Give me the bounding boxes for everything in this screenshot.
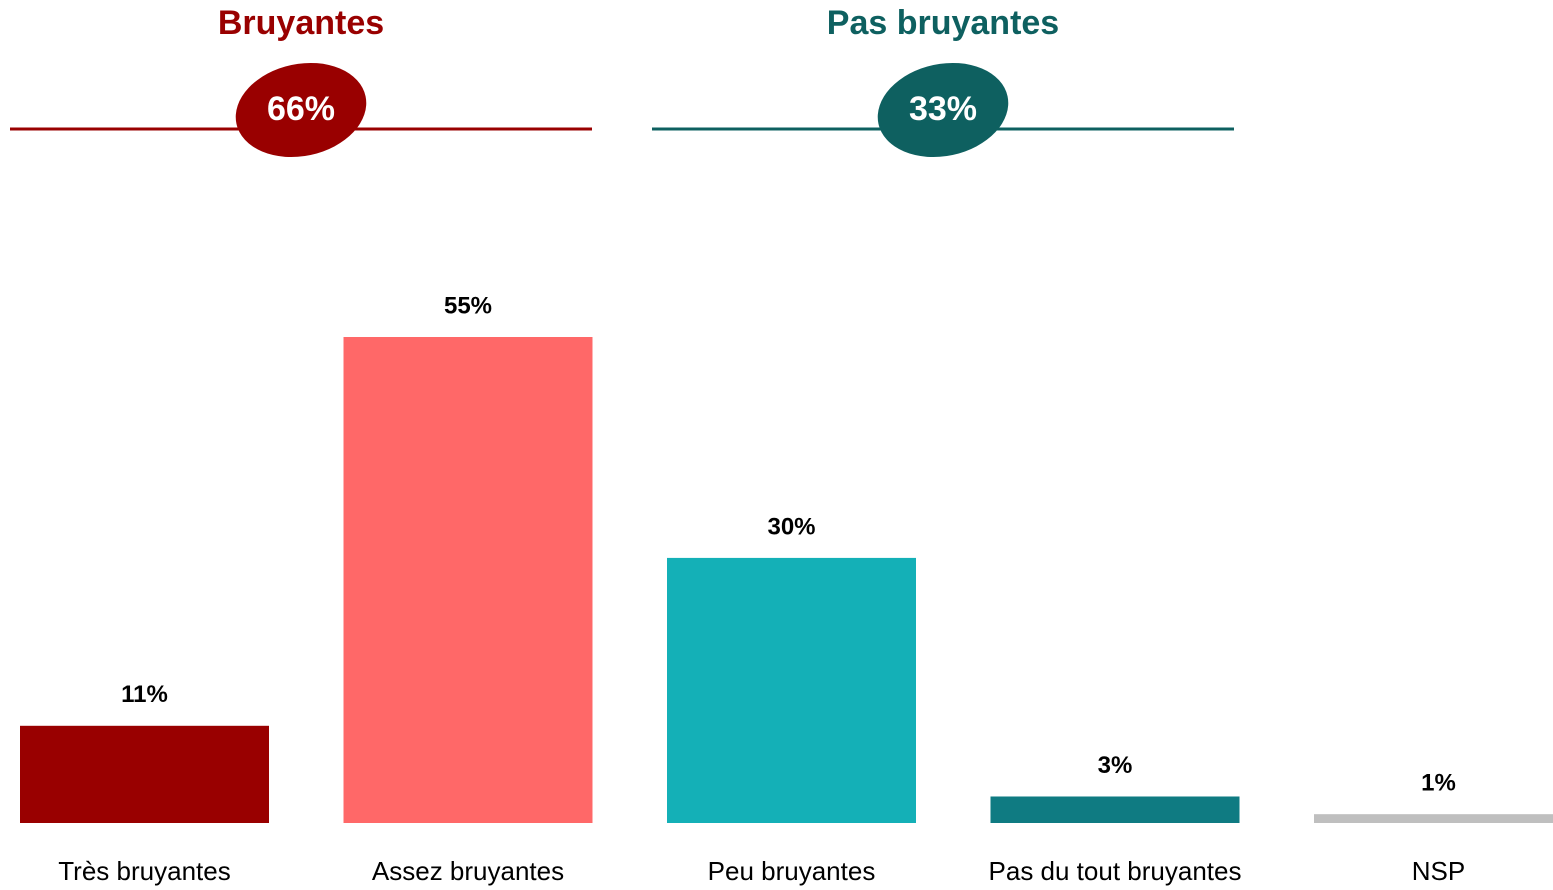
group-title: Bruyantes bbox=[218, 4, 384, 42]
group-value: 66% bbox=[267, 90, 335, 128]
bar bbox=[990, 796, 1240, 823]
group-title: Pas bruyantes bbox=[827, 4, 1059, 42]
category-label: Très bruyantes bbox=[58, 856, 230, 886]
bar bbox=[20, 725, 269, 823]
category-label: Assez bruyantes bbox=[372, 856, 564, 886]
category-label: NSP bbox=[1412, 856, 1465, 886]
category-label: Pas du tout bruyantes bbox=[989, 856, 1242, 886]
group-badge bbox=[877, 62, 1009, 158]
group-value: 33% bbox=[909, 90, 977, 128]
value-label: 55% bbox=[444, 292, 492, 319]
bar bbox=[1314, 814, 1553, 823]
bar bbox=[343, 337, 593, 823]
value-label: 30% bbox=[767, 513, 815, 540]
value-label: 3% bbox=[1098, 752, 1133, 779]
value-label: 11% bbox=[121, 681, 168, 708]
group-badge bbox=[235, 62, 367, 158]
bar bbox=[667, 557, 916, 823]
value-label: 1% bbox=[1421, 770, 1456, 797]
category-label: Peu bruyantes bbox=[708, 856, 876, 886]
